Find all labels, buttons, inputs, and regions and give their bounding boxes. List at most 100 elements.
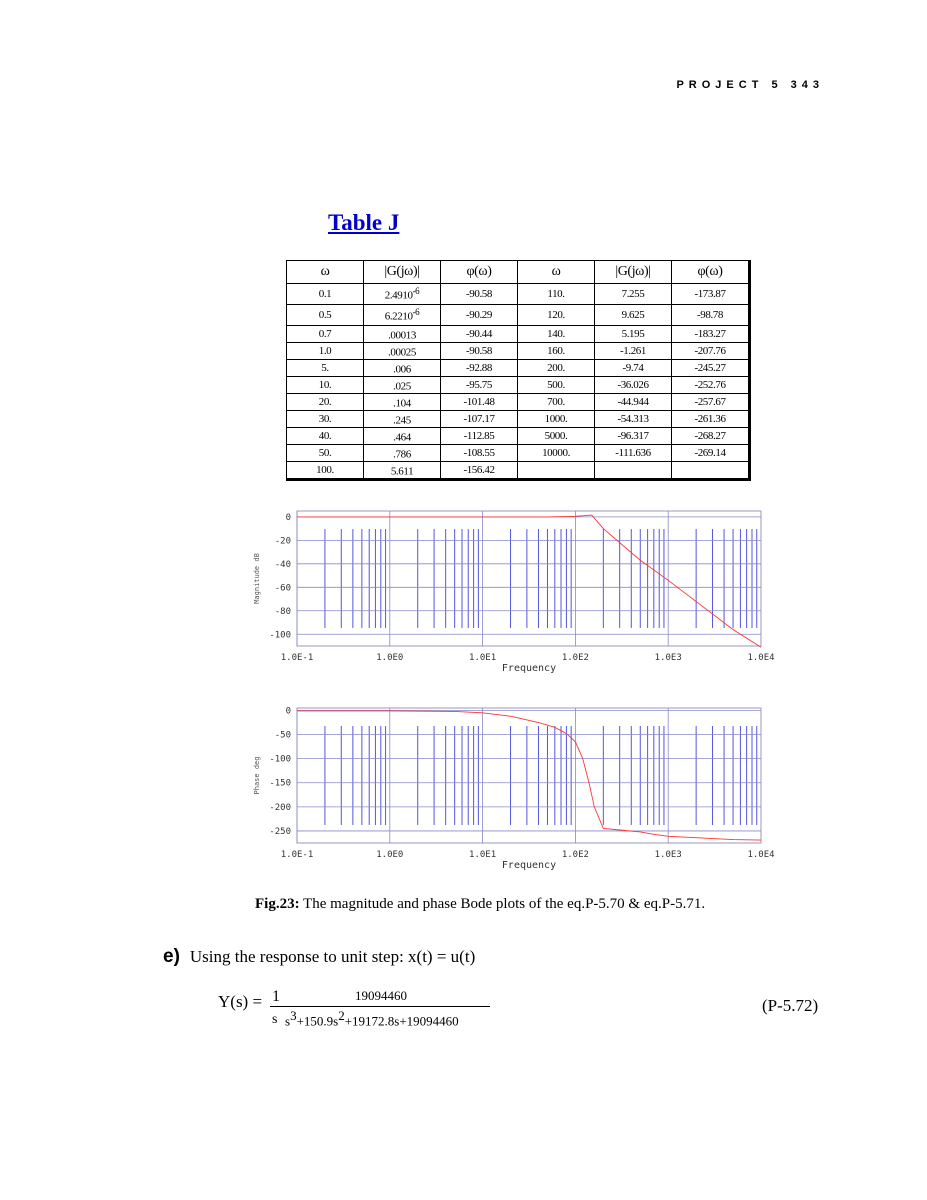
table-cell: 5.611 [363,461,441,480]
table-cell: 0.7 [286,325,364,343]
y-tick-label: -100 [269,755,291,765]
y-tick-label: -40 [275,560,291,570]
table-cell: .786 [363,444,441,462]
table-cell: -268.27 [671,427,750,445]
x-tick-label: 1.0E2 [562,653,589,663]
table-cell: -90.44 [440,325,518,343]
table-title-link[interactable]: Table J [328,210,400,235]
table-row: 0.7.00013 -90.44 140. 5.195 -183.27 [286,325,750,343]
table-cell: 1000. [517,410,595,428]
table-cell: -96.317 [594,427,672,445]
table-cell: .006 [363,359,441,377]
table-cell: 100. [286,461,364,480]
table-row: 10. .025 -95.75 500. -36.026 -252.76 [286,376,750,394]
table-cell: 6.2210-6 [363,304,441,326]
table-cell: 0.5 [286,304,364,326]
y-tick-label: 0 [286,706,291,716]
table-cell: -44.944 [594,393,672,411]
table-cell: 2.4910-6 [363,283,441,305]
plot-area [296,707,762,844]
table-cell: -90.29 [440,304,518,326]
table-cell: 1.0 [286,342,364,360]
equation-number: (P-5.72) [762,996,819,1015]
y-tick-label: -80 [275,607,291,617]
table-cell: -156.42 [440,461,518,480]
table-cell: -183.27 [671,325,750,343]
table-cell: -173.87 [671,283,750,305]
table-cell: -107.17 [440,410,518,428]
x-tick-label: 1.0E4 [747,850,774,860]
x-axis-label: Frequency [502,860,556,871]
x-tick-label: 1.0E-1 [281,653,314,663]
table-cell: -9.74 [594,359,672,377]
y-tick-label: -150 [269,779,291,789]
x-tick-label: 1.0E1 [469,850,496,860]
table-header-row: ω |G(jω)| φ(ω) ω |G(jω)| φ(ω) [286,260,750,284]
x-tick-label: 1.0E1 [469,653,496,663]
table-cell: -95.75 [440,376,518,394]
y-tick-label: -20 [275,536,291,546]
plot-area [296,510,762,647]
col-header: ω [286,260,364,284]
table-cell: 5. [286,359,364,377]
table-row: 0.5 6.2210-6 -90.29 120. 9.625 -98.78 [286,304,750,326]
x-tick-label: 1.0E3 [655,653,682,663]
table-cell: 9.625 [594,304,672,326]
series-line [297,514,762,648]
table-cell: 140. [517,325,595,343]
table-cell: -269.14 [671,444,750,462]
table-cell: -207.76 [671,342,750,360]
col-header: φ(ω) [440,260,518,284]
table-cell [671,461,750,480]
x-tick-label: 1.0E2 [562,850,589,860]
table-cell: 0.1 [286,283,364,305]
table-cell: 40. [286,427,364,445]
table-cell: -92.88 [440,359,518,377]
table-cell: 700. [517,393,595,411]
table-row: 1.0.00025 -90.58 160. -1.261 -207.76 [286,342,750,360]
table-cell: -54.313 [594,410,672,428]
table-cell: -252.76 [671,376,750,394]
table-cell: 5000. [517,427,595,445]
table-row: 5. .006 -92.88 200. -9.74 -245.27 [286,359,750,377]
table-row: 40. .464 -112.85 5000. -96.317 -268.27 [286,427,750,445]
y-tick-label: -250 [269,827,291,837]
page-header: PROJECT 5 343 [676,79,824,91]
equation-numerator: 19094460 [355,988,407,1003]
x-tick-label: 1.0E4 [747,653,774,663]
fraction-line [270,1006,490,1007]
list-item-e: e) Using the response to unit step: x(t) … [163,946,475,968]
table-cell: 160. [517,342,595,360]
table-cell: .464 [363,427,441,445]
table-cell: 20. [286,393,364,411]
col-header: ω [517,260,595,284]
table-row: 100. 5.611 -156.42 [286,461,750,480]
table-cell: -112.85 [440,427,518,445]
table-cell: .245 [363,410,441,428]
table-cell: -90.58 [440,342,518,360]
figure-caption: Fig.23: The magnitude and phase Bode plo… [255,896,705,913]
table-cell [594,461,672,480]
table-cell: .00025 [363,342,441,360]
y-axis-label: Magnitude dB [253,553,261,604]
table-cell: 200. [517,359,595,377]
equation-p-5-72: Y(s) = 1 s 19094460 s3+150.9s2+19172.8s+… [0,988,927,1038]
item-label: e) [163,946,180,967]
table-cell: -245.27 [671,359,750,377]
table-cell: 110. [517,283,595,305]
equation-s: s [272,1012,278,1027]
table-cell: 5.195 [594,325,672,343]
table-cell [517,461,595,480]
table-cell: 500. [517,376,595,394]
col-header: |G(jω)| [594,260,672,284]
equation-one: 1 [272,988,280,1005]
table-cell: -261.36 [671,410,750,428]
table-cell: -101.48 [440,393,518,411]
magnitude-bode-plot: 0 -20 -40 -60 -80 -100 1.0E-1 1.0E0 1.0E1 1.0E2 1.… [253,510,775,674]
table-cell: 7.255 [594,283,672,305]
item-text: Using the response to unit step: x(t) = … [189,947,476,966]
y-tick-label: -50 [275,731,291,741]
series-line [297,710,762,841]
table-cell: .00013 [363,325,441,343]
table-cell: -98.78 [671,304,750,326]
